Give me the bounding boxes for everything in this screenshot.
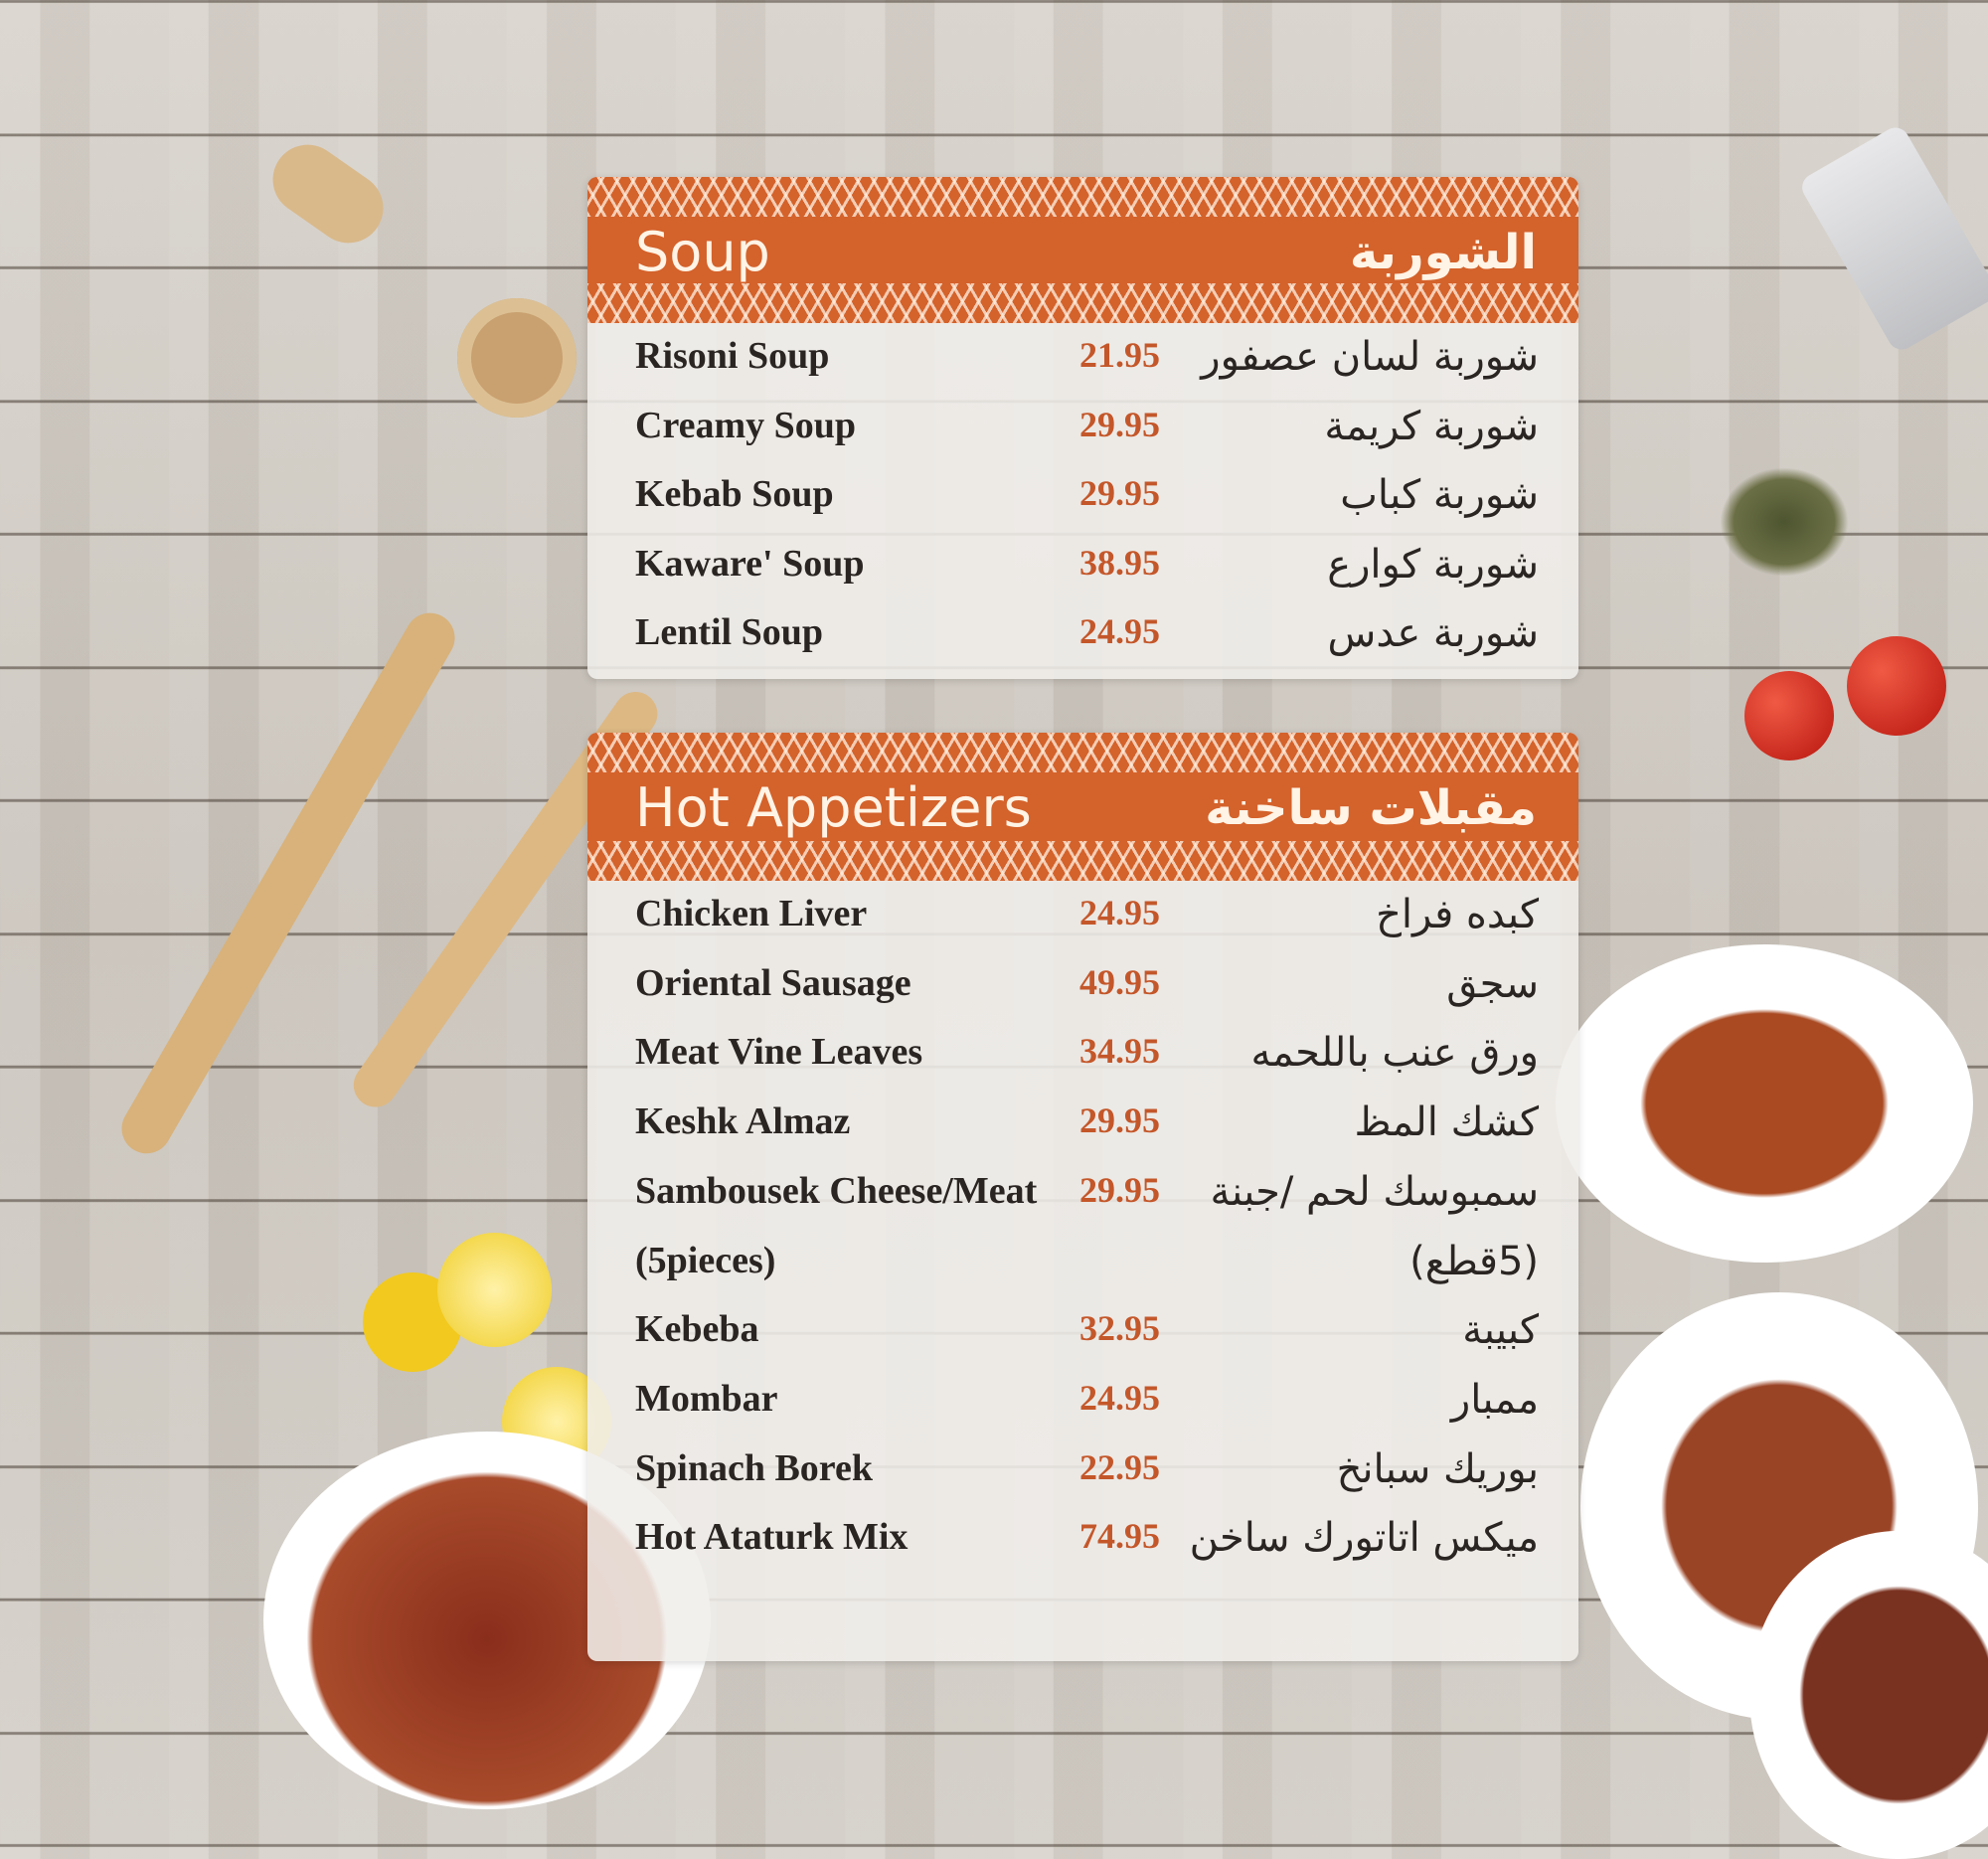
salt-shaker-image: [1797, 122, 1988, 355]
item-name-en: Oriental Sausage: [635, 961, 911, 1004]
section-title-en: Soup: [635, 221, 770, 283]
stew-dish-image: [1749, 1531, 1988, 1859]
item-price: 24.95: [1079, 893, 1160, 932]
dried-herbs-image: [1720, 467, 1849, 577]
item-name-en: Sambousek Cheese/Meat: [635, 1169, 1038, 1212]
item-name-en: Hot Ataturk Mix: [635, 1516, 909, 1559]
pattern-band: [587, 841, 1578, 881]
menu-item: (5pieces) (5قطع): [587, 1239, 1578, 1302]
menu-item: Creamy Soup 29.95 شوربة كريمة: [587, 404, 1578, 467]
item-price: 29.95: [1079, 1100, 1160, 1141]
item-name-en: Kebeba: [635, 1308, 759, 1351]
item-name-en: Lentil Soup: [635, 611, 824, 653]
section-title-en: Hot Appetizers: [635, 776, 1032, 839]
lemon-slice-image: [437, 1233, 552, 1347]
item-name-ar: ورق عنب باللحمه: [1250, 1030, 1539, 1077]
item-name-ar: ممبار: [1450, 1376, 1539, 1423]
menu-item: Oriental Sausage 49.95 سجق: [587, 961, 1578, 1025]
item-price: 29.95: [1079, 473, 1160, 513]
item-name-en: Risoni Soup: [635, 335, 830, 377]
section-header: Soup الشوربة: [587, 177, 1578, 323]
peppercorn-scoop-image: [457, 298, 577, 418]
section-header: Hot Appetizers مقبلات ساخنة: [587, 733, 1578, 881]
item-name-en: Kebab Soup: [635, 473, 834, 515]
item-name-ar: كشك المظ: [1354, 1099, 1539, 1146]
item-price: 34.95: [1079, 1031, 1160, 1072]
item-price: 21.95: [1079, 335, 1160, 375]
menu-item: Lentil Soup 24.95 شوربة عدس: [587, 610, 1578, 674]
item-price: 29.95: [1079, 1169, 1160, 1210]
tomato-image: [1847, 636, 1946, 736]
item-name-ar: سجق: [1446, 960, 1539, 1007]
menu-item: Mombar 24.95 ممبار: [587, 1377, 1578, 1440]
item-name-ar: سمبوسك لحم /جبنة: [1210, 1168, 1539, 1215]
item-name-ar: كبده فراخ: [1376, 892, 1539, 937]
menu-section-hot-appetizers: Hot Appetizers مقبلات ساخنة Chicken Live…: [587, 733, 1578, 1661]
item-name-ar: شوربة كباب: [1340, 472, 1539, 518]
menu-item: Spinach Borek 22.95 بوريك سبانخ: [587, 1446, 1578, 1510]
item-price: 22.95: [1079, 1446, 1160, 1487]
item-price: 29.95: [1079, 404, 1160, 444]
pattern-band: [587, 283, 1578, 323]
item-name-en: Creamy Soup: [635, 404, 857, 446]
item-name-ar: شوربة لسان عصفور: [1201, 334, 1539, 380]
item-name-ar: ميكس اتاتورك ساخن: [1189, 1515, 1539, 1562]
item-name-ar: شوربة عدس: [1327, 610, 1539, 656]
item-name-ar: شوربة كريمة: [1324, 403, 1539, 449]
item-price: 38.95: [1079, 542, 1160, 583]
menu-item: Meat Vine Leaves 34.95 ورق عنب باللحمه: [587, 1030, 1578, 1094]
pattern-band: [587, 177, 1578, 217]
menu-item: Sambousek Cheese/Meat 29.95 سمبوسك لحم /جب…: [587, 1169, 1578, 1233]
item-name-en: Keshk Almaz: [635, 1100, 851, 1143]
wooden-scoop-image: [258, 130, 398, 257]
menu-section-soup: Soup الشوربة Risoni Soup 21.95 شوربة لسان …: [587, 177, 1578, 679]
item-price: 32.95: [1079, 1308, 1160, 1349]
menu-item: Kebeba 32.95 كبيبة: [587, 1307, 1578, 1371]
item-name-ar: بوريك سبانخ: [1336, 1445, 1539, 1492]
pattern-band: [587, 733, 1578, 772]
item-name-ar: شوربة كوارع: [1327, 541, 1539, 588]
item-name-en: Spinach Borek: [635, 1446, 873, 1489]
item-name-en: Meat Vine Leaves: [635, 1031, 923, 1074]
menu-item: Kaware' Soup 38.95 شوربة كوارع: [587, 542, 1578, 605]
item-name-en: (5pieces): [635, 1239, 776, 1281]
wooden-spatula-image: [112, 603, 464, 1163]
menu-item: Hot Ataturk Mix 74.95 ميكس اتاتورك ساخن: [587, 1515, 1578, 1579]
section-title-ar: الشوربة: [1349, 225, 1537, 280]
menu-item: Keshk Almaz 29.95 كشك المظ: [587, 1099, 1578, 1163]
item-price: 24.95: [1079, 1377, 1160, 1418]
item-name-en: Chicken Liver: [635, 893, 868, 934]
menu-item: Chicken Liver 24.95 كبده فراخ: [587, 892, 1578, 955]
kebeba-dish-image: [1556, 944, 1973, 1263]
item-name-en: Kaware' Soup: [635, 542, 865, 585]
item-name-ar: (5قطع): [1409, 1238, 1539, 1284]
menu-item: Kebab Soup 29.95 شوربة كباب: [587, 472, 1578, 536]
item-price: 49.95: [1079, 961, 1160, 1002]
item-price: 74.95: [1079, 1516, 1160, 1557]
tomato-image: [1744, 671, 1834, 760]
item-name-en: Mombar: [635, 1377, 778, 1420]
item-price: 24.95: [1079, 611, 1160, 651]
section-title-ar: مقبلات ساخنة: [1205, 780, 1537, 836]
menu-item: Risoni Soup 21.95 شوربة لسان عصفور: [587, 334, 1578, 398]
item-name-ar: كبيبة: [1462, 1307, 1539, 1354]
